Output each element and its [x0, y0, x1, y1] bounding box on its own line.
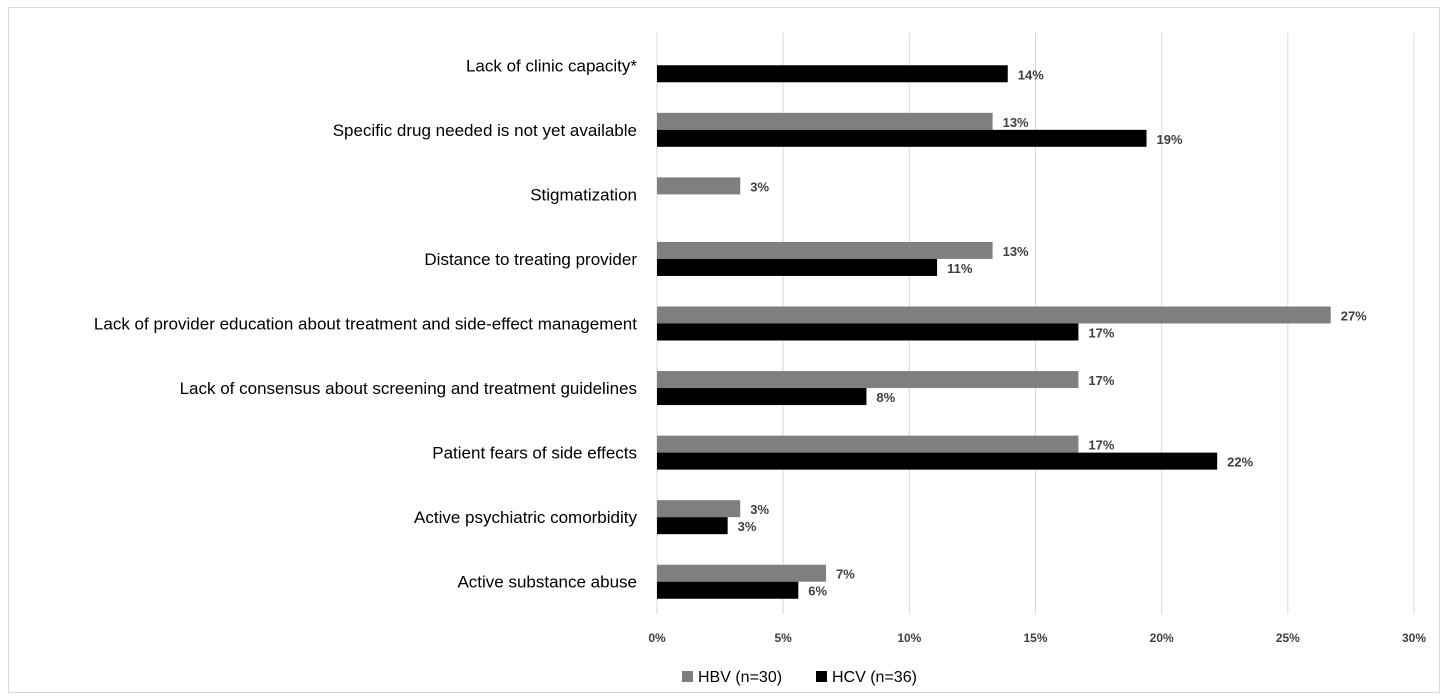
- data-label: 27%: [1341, 309, 1367, 324]
- category-label: Stigmatization: [530, 185, 637, 204]
- legend-label: HBV (n=30): [698, 669, 782, 686]
- bar: [657, 517, 728, 535]
- bar: [657, 129, 1147, 147]
- x-tick-label: 30%: [1402, 631, 1426, 645]
- bar: [657, 371, 1079, 389]
- x-tick-label: 25%: [1276, 631, 1300, 645]
- data-label: 19%: [1157, 132, 1183, 147]
- bar: [657, 258, 938, 276]
- data-label: 13%: [1003, 244, 1029, 259]
- data-label: 17%: [1088, 438, 1114, 453]
- labels: 0% 5% 10% 15% 20% 25% 30% Lack of clinic capaci…: [94, 56, 1426, 645]
- data-label: 3%: [750, 502, 769, 517]
- data-label: 6%: [808, 584, 827, 599]
- x-tick-label: 0%: [648, 631, 666, 645]
- data-label: 22%: [1227, 455, 1253, 470]
- bar: [657, 241, 993, 259]
- data-label: 11%: [947, 261, 973, 276]
- legend-swatch: [816, 671, 827, 682]
- data-label: 17%: [1088, 326, 1114, 341]
- category-label: Active substance abuse: [457, 573, 637, 592]
- bar: [657, 500, 741, 518]
- data-label: 14%: [1018, 67, 1044, 82]
- legend: HBV (n=30) HCV (n=36): [682, 669, 917, 686]
- legend-swatch: [682, 671, 693, 682]
- bars: [657, 65, 1331, 599]
- category-label: Active psychiatric comorbidity: [414, 508, 637, 527]
- bar: [657, 564, 827, 582]
- category-label: Specific drug needed is not yet availabl…: [333, 121, 637, 140]
- bar: [657, 65, 1008, 83]
- data-label: 3%: [738, 519, 757, 534]
- x-tick-label: 20%: [1150, 631, 1174, 645]
- bar: [657, 177, 741, 195]
- bar: [657, 388, 867, 406]
- category-label: Lack of consensus about screening and tr…: [180, 379, 637, 398]
- bar: [657, 306, 1331, 324]
- data-label: 7%: [836, 567, 855, 582]
- category-label: Distance to treating provider: [424, 250, 637, 269]
- data-label: 13%: [1003, 115, 1029, 130]
- category-label: Patient fears of side effects: [432, 444, 637, 463]
- bar: [657, 452, 1218, 470]
- legend-label: HCV (n=36): [832, 669, 917, 686]
- data-label: 3%: [750, 179, 769, 194]
- x-tick-label: 10%: [897, 631, 921, 645]
- x-tick-label: 15%: [1023, 631, 1047, 645]
- bar: [657, 112, 993, 130]
- data-label: 17%: [1088, 373, 1114, 388]
- bar: [657, 323, 1079, 341]
- bar: [657, 435, 1079, 453]
- category-label: Lack of provider education about treatme…: [94, 315, 637, 334]
- data-label: 8%: [876, 390, 895, 405]
- category-label: Lack of clinic capacity*: [466, 56, 637, 75]
- x-tick-label: 5%: [774, 631, 792, 645]
- bar: [657, 581, 799, 599]
